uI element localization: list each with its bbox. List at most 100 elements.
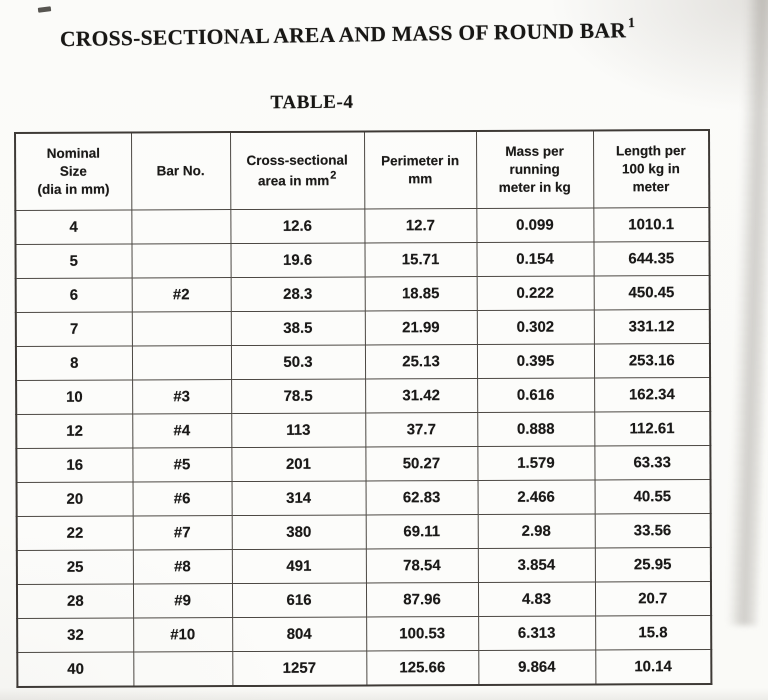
table-cell: 201 [231,446,366,482]
table-cell: 10 [16,379,133,415]
table-row: 8 50.3 25.13 0.395 253.16 [15,343,711,381]
table-cell: 62.83 [365,480,478,515]
column-header-5: Length per 100 kg in meter [592,129,710,208]
table-cell: 616 [231,582,367,618]
table-cell: 78.5 [231,378,366,414]
column-header-line: Cross-sectional [246,152,348,168]
table-caption: TABLE-4 [270,91,354,114]
table-cell: 38.5 [230,310,365,346]
column-header-line: meter [632,179,670,195]
column-header-line: 100 kg in [621,161,680,177]
column-header-line: Length per [615,143,686,159]
table-row: 16 #5 201 50.27 1.579 63.33 [16,445,711,483]
table-cell: 1010.1 [593,207,710,242]
table-cell: 37.7 [365,412,478,447]
table-cell [133,651,233,687]
table-cell: 4 [15,209,132,245]
table-cell: 25 [16,549,133,585]
table-cell: 40.55 [594,479,711,514]
table-cell: 100.53 [366,616,479,651]
table-body: 4 12.6 12.7 0.099 1010.1 5 19.6 15.71 0.154 644.3… [15,207,712,687]
column-header-line: Mass per [505,143,564,160]
table-cell: 18.85 [364,276,477,311]
table-cell: 16 [16,447,133,483]
scan-artifact-mark [37,6,52,13]
table-cell: #8 [132,549,232,584]
table-cell: 50.27 [365,446,478,481]
table-cell: 0.888 [477,411,595,447]
table-cell: 380 [231,514,366,550]
table-cell: #5 [132,447,232,482]
table-cell: #7 [132,515,232,550]
table-cell: 644.35 [593,241,710,276]
column-header-line: mm [408,171,433,187]
table-cell: 87.96 [365,582,479,617]
column-header-4: Mass per running meter in kg [475,130,594,209]
column-header-0: Nominal Size (dia in mm) [15,132,132,211]
table-row: 25 #8 491 78.54 3.854 25.95 [16,547,711,585]
table-row: 10 #3 78.5 31.42 0.616 162.34 [16,377,711,415]
scan-edge-shadow-right [727,0,768,626]
table-cell [131,311,231,346]
table-cell: 20.7 [594,581,712,616]
table-row: 28 #9 616 87.96 4.83 20.7 [16,581,712,619]
table-cell: 331.12 [593,309,710,344]
table-cell: #4 [132,413,232,448]
table-cell: 450.45 [593,275,710,310]
table-cell: 0.099 [476,207,594,243]
table-cell: 0.395 [476,343,595,379]
table-cell: 12.7 [364,208,477,243]
table-row: 5 19.6 15.71 0.154 644.35 [15,241,710,279]
table-cell: 69.11 [365,514,478,549]
column-header-line: Perimeter in [381,153,460,169]
table-cell: 50.3 [230,344,366,380]
table-row: 40 1257 125.66 9.864 10.14 [17,649,712,687]
table-header-row: Nominal Size (dia in mm) Bar No. Cross-secti… [15,129,710,211]
table-row: 6 #2 28.3 18.85 0.222 450.45 [15,275,710,313]
table-cell: 15.8 [595,615,712,650]
table-cell: 33.56 [594,513,711,548]
column-header-line: Nominal [46,145,101,162]
table-cell: 2.466 [477,479,595,515]
table-cell [131,243,231,278]
table-cell: 1.579 [477,445,595,481]
table-cell: 0.222 [476,275,594,311]
table-cell: 12.6 [230,208,365,244]
table-cell: 28 [16,583,134,619]
table-cell: #3 [132,379,232,414]
table-cell: 4.83 [477,581,596,617]
table-cell: 6 [15,277,132,313]
table-cell: 112.61 [594,411,711,446]
table-cell: 9.864 [478,649,596,685]
table-cell: 25.95 [594,547,711,582]
page-title: CROSS-SECTIONAL AREA AND MASS OF ROUND B… [60,16,720,53]
table-cell: 31.42 [365,378,478,413]
table-cell: 3.854 [477,547,595,583]
table-cell: 5 [15,243,132,279]
column-header-line: (dia in mm) [37,181,110,197]
table-cell: #2 [131,277,231,312]
table-cell: 40 [17,651,134,687]
column-header-line: running [509,161,560,177]
column-header-3: Perimeter in mm [364,130,477,209]
column-header-2: Cross-sectional area in mm2 [230,131,365,210]
table-cell: 12 [16,413,133,449]
table-cell: 22 [16,515,133,551]
table-row: 22 #7 380 69.11 2.98 33.56 [16,513,711,551]
table-cell: 8 [15,345,133,381]
column-header-line: area in mm [257,172,330,189]
table-cell: 7 [15,311,132,347]
table-cell: 32 [17,617,134,653]
table-cell [131,345,232,380]
table-cell: 491 [231,548,366,584]
table-cell: #9 [132,583,233,618]
table-cell: 2.98 [477,513,595,549]
table-cell: 162.34 [594,377,711,412]
scan-edge-shadow-bottom [0,688,768,700]
table-row: 7 38.5 21.99 0.302 331.12 [15,309,710,347]
column-header-line: Bar No. [156,163,205,179]
table-cell: 0.616 [477,377,595,413]
table-cell: 19.6 [230,242,365,278]
table-cell: 113 [231,412,366,448]
